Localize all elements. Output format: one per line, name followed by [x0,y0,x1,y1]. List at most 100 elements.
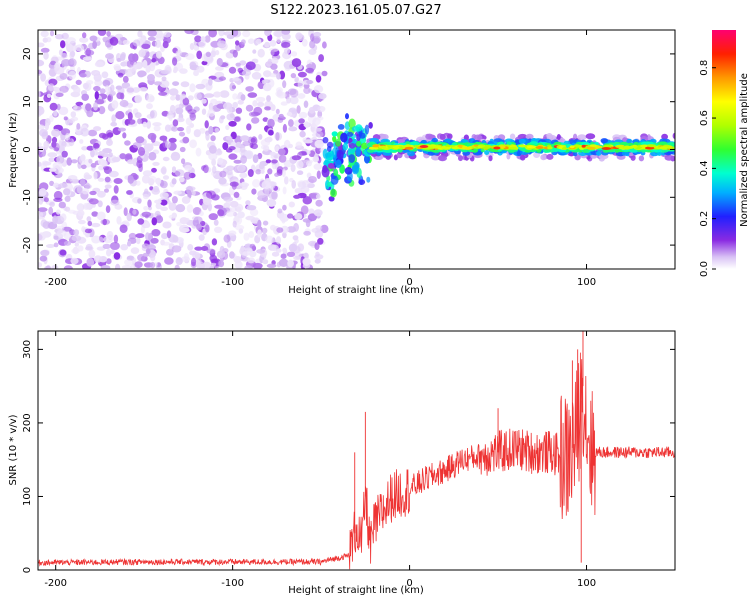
heatmap-cell [219,170,227,178]
heatmap-cell [155,177,162,185]
heatmap-cell [317,110,323,119]
heatmap-cell [220,115,226,120]
heatmap-cell [154,210,161,217]
heatmap-cell [195,147,202,157]
heatmap-cell [322,41,327,49]
heatmap-cell [127,175,134,184]
heatmap-cell [313,209,323,217]
heatmap-cell [98,236,104,244]
heatmap-cell [438,155,447,162]
heatmap-cell [208,102,214,111]
heatmap-cell [111,156,121,163]
heatmap-cell [297,71,307,78]
heatmap-cell [314,258,321,264]
heatmap-cell [115,85,123,90]
heatmap-blobs [38,30,675,269]
heatmap-cell [206,248,216,254]
heatmap-cell [667,142,675,147]
heatmap-cell [520,154,526,161]
heatmap-cell [242,30,251,38]
heatmap-cell [240,94,246,101]
heatmap-cell [38,59,45,67]
heatmap-cell [102,148,112,154]
heatmap-cell [244,265,253,269]
heatmap-cell [181,196,191,204]
heatmap-cell [276,72,281,80]
heatmap-cell [196,65,205,73]
heatmap-cell [147,199,152,208]
heatmap-cell [61,32,69,40]
heatmap-cell [104,176,111,183]
heatmap-cell [38,188,47,197]
heatmap-cell [372,144,380,148]
heatmap-cell [165,140,171,149]
heatmap-cell [347,146,356,154]
heatmap-cell [198,127,206,134]
heatmap-cell [205,132,210,141]
heatmap-cell [211,238,218,246]
heatmap-cell [269,40,277,47]
heatmap-cell [351,165,359,175]
heatmap-cell [142,59,148,69]
heatmap-cell [189,112,196,121]
heatmap-cell [168,214,176,219]
heatmap-cell [381,134,389,140]
heatmap-cell [189,43,195,50]
heatmap-cell [189,139,198,149]
heatmap-cell [234,135,242,144]
heatmap-cell [93,142,100,149]
heatmap-cell [294,188,302,194]
heatmap-cell [85,103,92,112]
heatmap-cell [211,158,217,166]
heatmap-cell [150,254,156,262]
heatmap-cell [281,41,291,48]
heatmap-cell [56,225,65,231]
heatmap-cell [172,81,180,86]
heatmap-cell [171,178,177,185]
heatmap-cell [217,209,225,217]
heatmap-cell [282,247,287,253]
heatmap-cell [478,144,486,148]
heatmap-cell [507,148,516,153]
heatmap-cell [297,243,305,252]
heatmap-cell [229,181,239,187]
heatmap-cell [160,206,169,211]
heatmap-cell [262,227,268,234]
heatmap-cell [193,70,199,77]
heatmap-cell [304,121,310,129]
heatmap-cell [75,101,84,106]
heatmap-cell [94,79,103,87]
heatmap-cell [358,179,366,186]
y-tick-label: 20 [22,48,33,61]
heatmap-cell [232,49,238,58]
heatmap-cell [184,164,193,171]
heatmap-cell [70,159,78,164]
heatmap-cell [331,131,338,137]
heatmap-cell [175,50,182,57]
heatmap-cell [508,146,518,150]
heatmap-cell [149,110,155,119]
heatmap-cell [216,250,226,259]
heatmap-cell [233,116,241,122]
heatmap-cell [155,202,162,210]
heatmap-cell [256,249,266,254]
heatmap-cell [233,191,240,198]
heatmap-cell [600,138,609,144]
heatmap-cell [193,45,200,51]
heatmap-cell [155,39,162,48]
heatmap-cell [315,131,324,138]
heatmap-cell [240,135,250,142]
heatmap-cell [270,49,275,56]
heatmap-cell [525,133,534,140]
heatmap-cell [314,139,324,149]
heatmap-cell [248,231,255,238]
heatmap-cell [105,205,111,214]
heatmap-cell [644,146,655,150]
heatmap-cell [82,56,93,61]
heatmap-cell [278,258,289,267]
snr-y-ticks: 0 100 200 300 [22,340,675,573]
heatmap-cell [535,146,544,149]
heatmap-cell [168,137,177,143]
heatmap-cell [533,152,541,158]
heatmap-cell [208,213,218,221]
